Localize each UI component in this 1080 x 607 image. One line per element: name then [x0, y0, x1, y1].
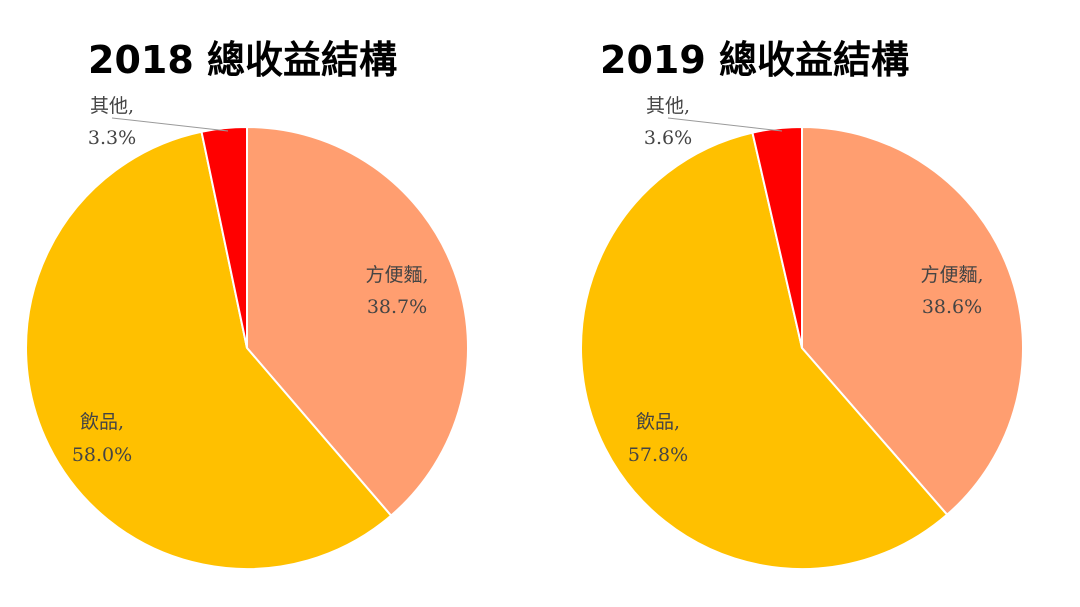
pie-slice-others: [200, 125, 248, 349]
slice-value-others: 3.6%: [644, 127, 692, 149]
data-label-beverages: 飲品, 58.0%: [72, 411, 132, 466]
slice-name-noodles: 方便麵,: [920, 264, 983, 286]
pie-slices: [25, 125, 469, 570]
chart-title: 2019 總收益結構: [600, 38, 909, 82]
slice-name-others: 其他,: [646, 95, 690, 117]
slice-value-noodles: 38.6%: [922, 296, 982, 318]
pie-slice-noodles: [801, 125, 1024, 517]
slice-name-beverages: 飲品,: [636, 411, 680, 433]
pie-slice-beverages: [25, 130, 393, 570]
pie-slice-beverages: [580, 131, 949, 570]
pie-slice-noodles: [246, 125, 469, 518]
chart-title: 2018 總收益結構: [88, 38, 397, 82]
data-label-others: 其他, 3.3%: [88, 95, 136, 149]
pie-slices: [580, 125, 1024, 570]
leader-line-others: [667, 117, 783, 132]
slice-name-noodles: 方便麵,: [365, 264, 428, 286]
data-label-noodles: 方便麵, 38.6%: [920, 264, 983, 318]
slice-name-beverages: 飲品,: [80, 411, 124, 433]
slice-value-beverages: 57.8%: [628, 444, 688, 466]
pie-slice-others: [751, 125, 803, 349]
pie-chart-2019: 2019 總收益結構 其他, 3.6% 方便麵, 38.6% 飲品, 57.8%: [580, 38, 1024, 570]
leader-line-others: [111, 117, 229, 132]
data-label-others: 其他, 3.6%: [644, 95, 692, 149]
slice-name-others: 其他,: [90, 95, 134, 117]
pie-chart-2018: 2018 總收益結構 其他, 3.3% 方便麵, 38.7% 飲品, 58.0%: [25, 38, 469, 570]
data-label-noodles: 方便麵, 38.7%: [365, 264, 428, 318]
slice-value-noodles: 38.7%: [367, 296, 427, 318]
slice-value-beverages: 58.0%: [72, 444, 132, 466]
data-label-beverages: 飲品, 57.8%: [628, 411, 688, 466]
slice-value-others: 3.3%: [88, 127, 136, 149]
